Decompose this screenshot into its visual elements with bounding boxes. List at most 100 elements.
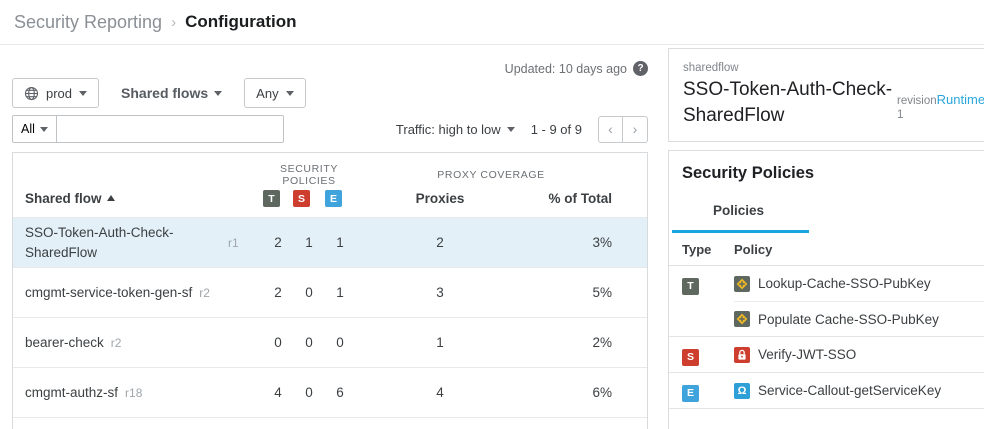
traffic-count: 0	[274, 335, 282, 350]
policy-group-traffic: T Lookup-Cache-SSO-PubKey Populate Cache…	[669, 266, 984, 337]
security-badge: S	[682, 348, 699, 366]
shared-flow-name: cmgmt-service-token-gen-sf	[25, 284, 193, 300]
pct-total-column-header: % of Total	[548, 190, 613, 206]
any-filter-label: Any	[256, 85, 279, 101]
security-count: 0	[305, 285, 313, 300]
table-row[interactable]: cmgmt-authz-sf r18 4 0 6 4 6%	[13, 367, 647, 417]
previous-page-button[interactable]: ‹	[598, 115, 623, 143]
policy-row[interactable]: Ω Service-Callout-getServiceKey	[734, 373, 984, 408]
shared-flow-name: cmgmt-authz-sf	[25, 384, 119, 400]
shared-flow-name: bearer-check	[25, 334, 104, 350]
proxies-count: 2	[436, 235, 444, 250]
policy-group-security: S Verify-JWT-SSO	[669, 337, 984, 373]
shared-flow-name: SSO-Token-Auth-Check-SharedFlow	[25, 224, 174, 260]
lock-policy-icon	[734, 346, 750, 363]
security-badge: S	[293, 190, 310, 208]
service-callout-policy-icon: Ω	[734, 382, 750, 399]
security-count: 1	[305, 235, 313, 250]
policy-group-extension: E Ω Service-Callout-getServiceKey	[669, 373, 984, 409]
proxies-count: 3	[436, 285, 444, 300]
search-scope-label: All	[21, 122, 35, 136]
revision-label: r2	[110, 335, 122, 350]
policy-row[interactable]: Verify-JWT-SSO	[734, 337, 984, 372]
active-tab-indicator	[672, 230, 809, 233]
extension-count: 1	[336, 285, 344, 300]
pagination-range: 1 - 9 of 9	[530, 121, 582, 137]
chevron-down-icon	[285, 90, 294, 96]
policy-row[interactable]: Populate Cache-SSO-PubKey	[734, 301, 984, 336]
extension-badge: E	[682, 384, 699, 402]
table-row[interactable]: bearer-check r2 0 0 0 1 2%	[13, 317, 647, 367]
traffic-count: 2	[274, 235, 282, 250]
table-row[interactable]	[13, 417, 647, 429]
proxies-column-header: Proxies	[415, 190, 465, 206]
cache-policy-icon	[734, 311, 750, 327]
page-title: Configuration	[185, 12, 297, 31]
traffic-sort-dropdown[interactable]: Traffic: high to low	[396, 122, 515, 137]
table-row[interactable]: cmgmt-service-token-gen-sf r2 2 0 1 3 5%	[13, 267, 647, 317]
security-policies-title: Security Policies	[682, 164, 815, 182]
type-column-header: Type	[682, 241, 712, 257]
scope-dropdown[interactable]: Shared flows	[121, 85, 223, 101]
detail-title: SSO-Token-Auth-Check-SharedFlow	[683, 79, 893, 126]
security-policies-panel: Security Policies Policies Type Policy T…	[668, 150, 984, 429]
policy-name: Lookup-Cache-SSO-PubKey	[758, 276, 931, 291]
chevron-down-icon	[39, 126, 48, 132]
revision-label: r18	[125, 385, 143, 400]
proxies-count: 1	[436, 335, 444, 350]
chevron-down-icon	[214, 90, 223, 96]
policy-column-header: Policy	[734, 241, 773, 257]
security-count: 0	[305, 335, 313, 350]
shared-flow-column-header[interactable]: Shared flow	[13, 191, 263, 206]
shared-flows-table: SECURITY POLICIES PROXY COVERAGE Shared …	[12, 152, 648, 429]
traffic-count: 2	[274, 285, 282, 300]
environment-dropdown-label: prod	[46, 85, 73, 101]
proxy-coverage-group-header: PROXY COVERAGE	[437, 169, 545, 181]
globe-icon	[24, 86, 39, 100]
traffic-badge: T	[682, 277, 699, 295]
scope-dropdown-label: Shared flows	[121, 85, 209, 101]
help-icon[interactable]: ?	[633, 61, 648, 76]
shared-flow-detail-header: sharedflow SSO-Token-Auth-Check-SharedFl…	[668, 48, 984, 142]
chevron-down-icon	[79, 90, 88, 96]
security-policies-group-header: SECURITY POLICIES	[280, 163, 338, 187]
policy-row[interactable]: Lookup-Cache-SSO-PubKey	[734, 266, 984, 301]
breadcrumb: Security Reporting › Configuration	[0, 0, 984, 45]
chevron-down-icon	[506, 126, 515, 132]
revision-label: revision	[897, 95, 937, 107]
table-row[interactable]: SSO-Token-Auth-Check-SharedFlow r1 2 1 1…	[13, 217, 647, 267]
proxies-count: 4	[436, 385, 444, 400]
extension-count: 1	[336, 235, 344, 250]
any-filter-dropdown[interactable]: Any	[244, 78, 306, 108]
extension-badge: E	[325, 190, 342, 208]
traffic-count: 4	[274, 385, 282, 400]
pct-of-total: 3%	[592, 235, 612, 250]
security-count: 0	[305, 385, 313, 400]
breadcrumb-separator-icon: ›	[171, 13, 177, 31]
updated-timestamp: Updated: 10 days ago	[504, 61, 627, 76]
revision-label: r2	[199, 285, 210, 300]
detail-type-label: sharedflow	[683, 62, 739, 74]
search-input[interactable]	[56, 115, 284, 143]
report-panel: Updated: 10 days ago ? prod Shared flows…	[0, 45, 660, 429]
environment-dropdown[interactable]: prod	[12, 78, 100, 108]
traffic-badge: T	[263, 190, 280, 208]
extension-count: 6	[336, 385, 344, 400]
cache-policy-icon	[734, 275, 750, 292]
runtime-link[interactable]: Runtime	[936, 92, 984, 107]
next-page-button[interactable]: ›	[623, 115, 648, 143]
breadcrumb-section-link[interactable]: Security Reporting	[14, 11, 163, 32]
pct-of-total: 5%	[592, 285, 612, 300]
revision-label: r1	[228, 235, 239, 250]
pct-of-total: 2%	[592, 335, 612, 350]
policy-name: Verify-JWT-SSO	[758, 347, 857, 362]
traffic-sort-label: Traffic: high to low	[395, 121, 501, 137]
policy-name: Service-Callout-getServiceKey	[758, 383, 942, 398]
pct-of-total: 6%	[592, 385, 612, 400]
search-scope-dropdown[interactable]: All	[12, 115, 57, 143]
tab-policies[interactable]: Policies	[713, 203, 765, 218]
extension-count: 0	[336, 335, 344, 350]
revision-value: 1	[897, 109, 904, 121]
sort-ascending-icon	[106, 195, 115, 201]
policy-name: Populate Cache-SSO-PubKey	[758, 311, 939, 327]
